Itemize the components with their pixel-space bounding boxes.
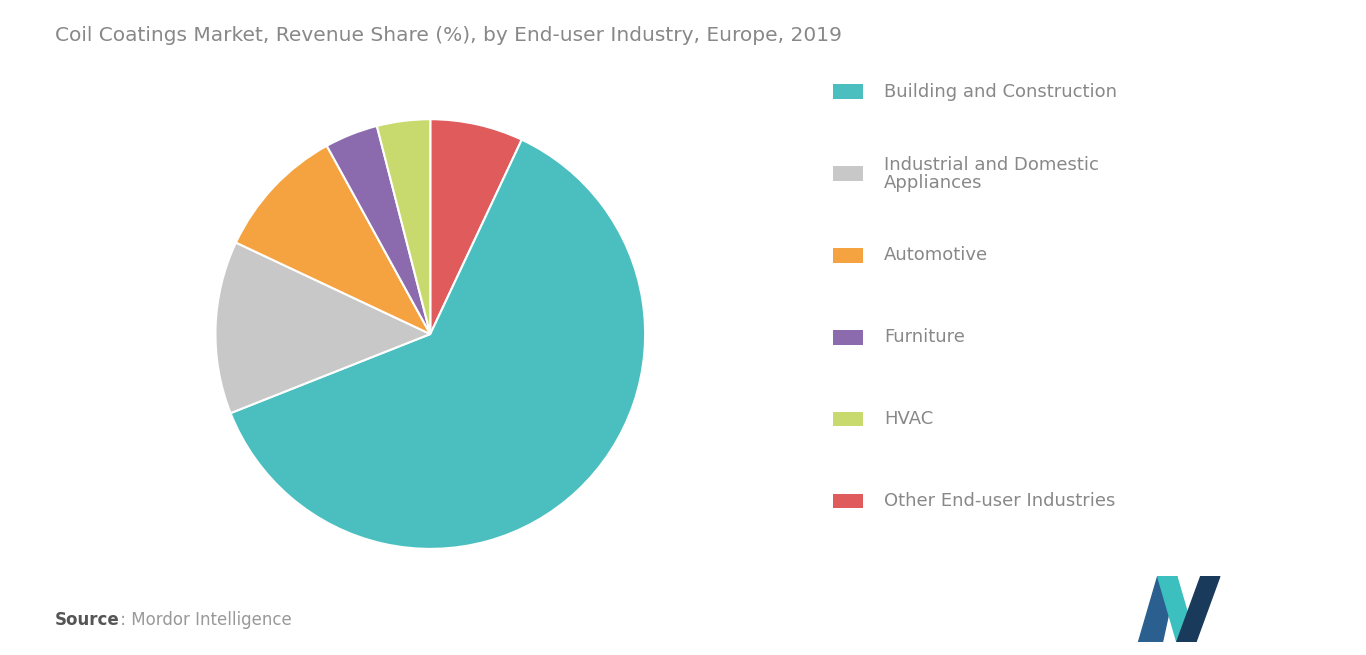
Text: Source: Source — [55, 611, 119, 629]
Wedge shape — [236, 146, 430, 334]
Polygon shape — [1139, 576, 1177, 642]
Text: Automotive: Automotive — [884, 246, 988, 265]
Text: HVAC: HVAC — [884, 410, 933, 428]
Text: Building and Construction: Building and Construction — [884, 83, 1117, 101]
Wedge shape — [231, 140, 645, 549]
Text: Furniture: Furniture — [884, 328, 964, 346]
Text: Appliances: Appliances — [884, 174, 982, 193]
Text: Industrial and Domestic: Industrial and Domestic — [884, 156, 1098, 174]
Text: Other End-user Industries: Other End-user Industries — [884, 492, 1115, 510]
Wedge shape — [216, 242, 430, 413]
Wedge shape — [430, 119, 522, 334]
Wedge shape — [326, 126, 430, 334]
Polygon shape — [1158, 576, 1197, 642]
Polygon shape — [1177, 576, 1220, 642]
Text: Coil Coatings Market, Revenue Share (%), by End-user Industry, Europe, 2019: Coil Coatings Market, Revenue Share (%),… — [55, 26, 841, 45]
Wedge shape — [377, 119, 430, 334]
Text: : Mordor Intelligence: : Mordor Intelligence — [115, 611, 291, 629]
